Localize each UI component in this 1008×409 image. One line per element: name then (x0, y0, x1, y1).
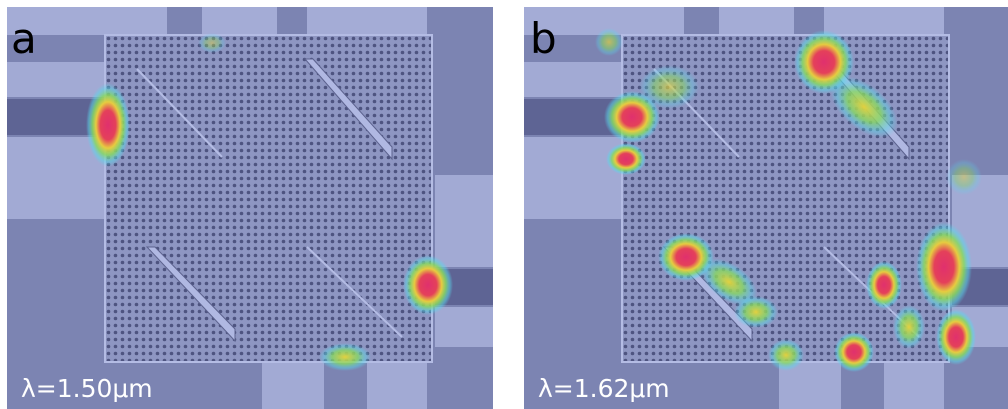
hotspot (604, 91, 660, 143)
wavelength-caption: λ=1.50μm (21, 374, 153, 403)
panel-label: a (11, 14, 37, 63)
device-image (6, 6, 494, 409)
hotspot (319, 343, 371, 371)
hotspot (893, 305, 925, 349)
panel-label: b (530, 14, 557, 63)
wavelength-caption: λ=1.62μm (538, 374, 670, 403)
hotspot (606, 143, 646, 175)
hotspot (595, 28, 623, 56)
hotspot (866, 261, 902, 309)
device-image (523, 6, 1008, 409)
hotspot (403, 255, 453, 315)
hotspot (768, 339, 804, 371)
hotspot (700, 258, 758, 306)
hotspot (936, 309, 976, 365)
hotspot (734, 296, 778, 328)
hotspot (830, 76, 898, 138)
hotspot (946, 159, 982, 195)
hotspot (658, 233, 714, 281)
hotspot (916, 222, 972, 312)
hotspot (198, 33, 226, 53)
hotspot (834, 332, 874, 372)
panel-b: b λ=1.62μm (523, 6, 1008, 409)
hotspot (86, 83, 130, 167)
panel-a: a λ=1.50μm (6, 6, 494, 409)
hotspot (639, 65, 699, 109)
